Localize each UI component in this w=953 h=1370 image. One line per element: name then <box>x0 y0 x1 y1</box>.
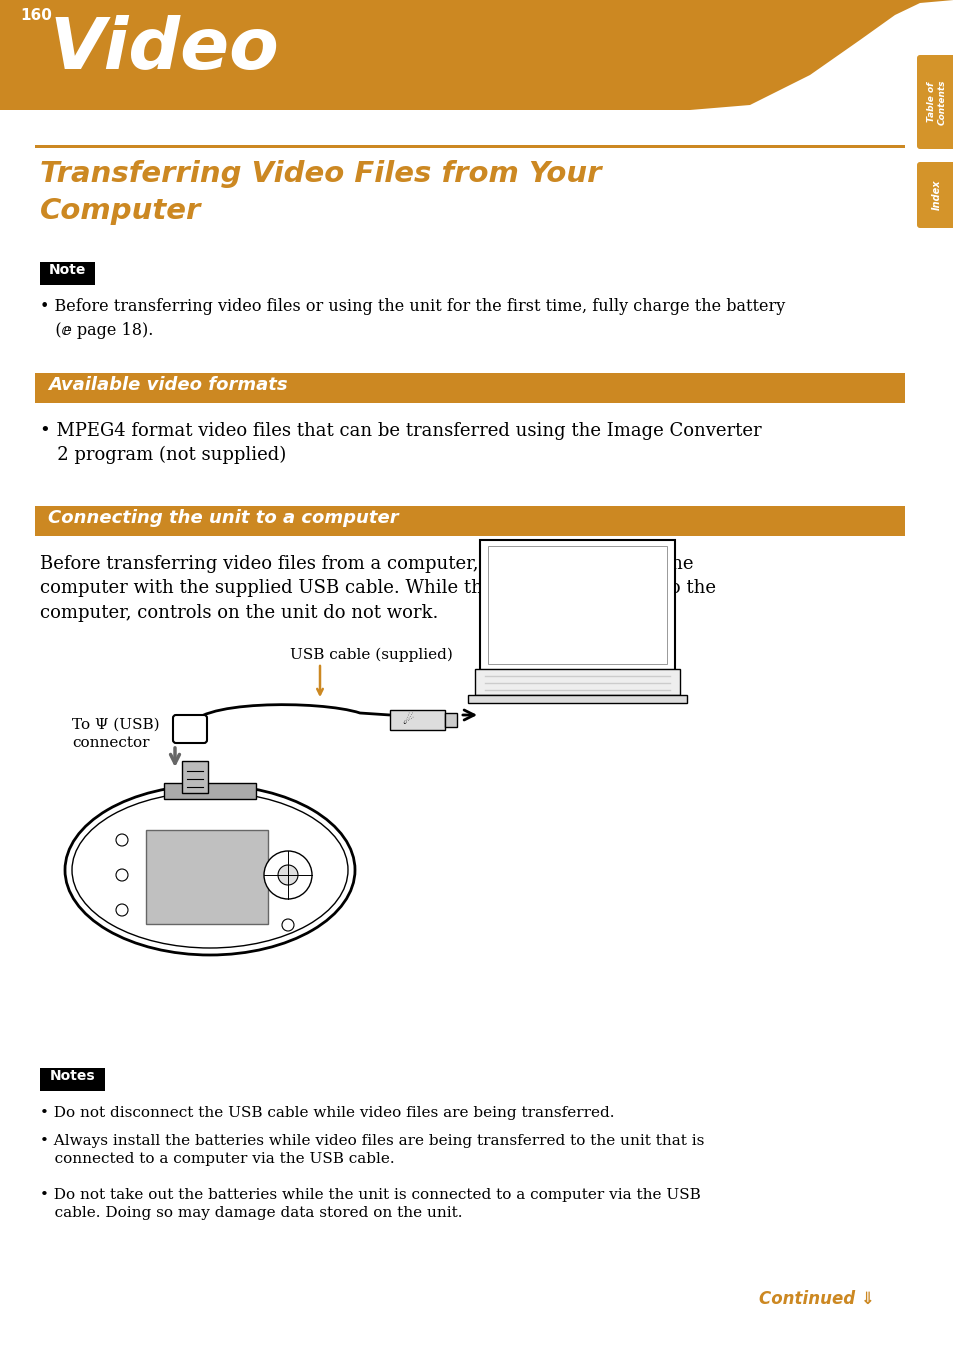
Text: • Always install the batteries while video files are being transferred to the un: • Always install the batteries while vid… <box>40 1134 703 1166</box>
Bar <box>0 0 953 110</box>
FancyBboxPatch shape <box>444 712 456 727</box>
Text: Before transferring video files from a computer, connect the unit to the
compute: Before transferring video files from a c… <box>40 555 716 622</box>
Text: Transferring Video Files from Your: Transferring Video Files from Your <box>40 160 601 188</box>
FancyBboxPatch shape <box>488 547 666 664</box>
FancyBboxPatch shape <box>475 669 679 695</box>
Text: Video: Video <box>50 15 279 84</box>
Text: ☄: ☄ <box>402 714 414 726</box>
Text: Available video formats: Available video formats <box>48 375 287 395</box>
Text: 160: 160 <box>20 8 51 23</box>
Text: To Ψ (USB)
connector: To Ψ (USB) connector <box>71 718 159 751</box>
Circle shape <box>264 851 312 899</box>
Bar <box>40 262 95 285</box>
Circle shape <box>116 834 128 847</box>
FancyBboxPatch shape <box>468 695 686 703</box>
Ellipse shape <box>65 785 355 955</box>
Ellipse shape <box>71 792 348 948</box>
Text: USB cable (supplied): USB cable (supplied) <box>290 648 453 662</box>
Text: • MPEG4 format video files that can be transferred using the Image Converter
   : • MPEG4 format video files that can be t… <box>40 422 760 464</box>
FancyBboxPatch shape <box>916 162 953 227</box>
FancyBboxPatch shape <box>172 715 207 743</box>
Text: • Before transferring video files or using the unit for the first time, fully ch: • Before transferring video files or usi… <box>40 299 784 338</box>
FancyBboxPatch shape <box>164 784 255 799</box>
FancyBboxPatch shape <box>916 55 953 149</box>
Circle shape <box>277 864 297 885</box>
Text: Continued ⇓: Continued ⇓ <box>759 1291 874 1308</box>
FancyBboxPatch shape <box>146 830 268 923</box>
Text: Note: Note <box>49 263 86 277</box>
Bar <box>35 145 904 148</box>
Text: • Do not disconnect the USB cable while video files are being transferred.: • Do not disconnect the USB cable while … <box>40 1106 614 1121</box>
Bar <box>35 506 904 536</box>
Bar <box>40 1069 105 1091</box>
Bar <box>35 373 904 403</box>
Text: Table of
Contents: Table of Contents <box>926 79 946 125</box>
Text: Notes: Notes <box>50 1069 95 1084</box>
Circle shape <box>116 904 128 917</box>
Text: • Do not take out the batteries while the unit is connected to a computer via th: • Do not take out the batteries while th… <box>40 1188 700 1221</box>
FancyBboxPatch shape <box>182 760 208 793</box>
Circle shape <box>116 869 128 881</box>
FancyBboxPatch shape <box>479 540 675 670</box>
FancyBboxPatch shape <box>390 710 444 730</box>
Circle shape <box>282 919 294 932</box>
Text: Connecting the unit to a computer: Connecting the unit to a computer <box>48 510 398 527</box>
Text: Index: Index <box>931 179 941 210</box>
PathPatch shape <box>639 0 953 110</box>
Text: Computer: Computer <box>40 197 201 225</box>
